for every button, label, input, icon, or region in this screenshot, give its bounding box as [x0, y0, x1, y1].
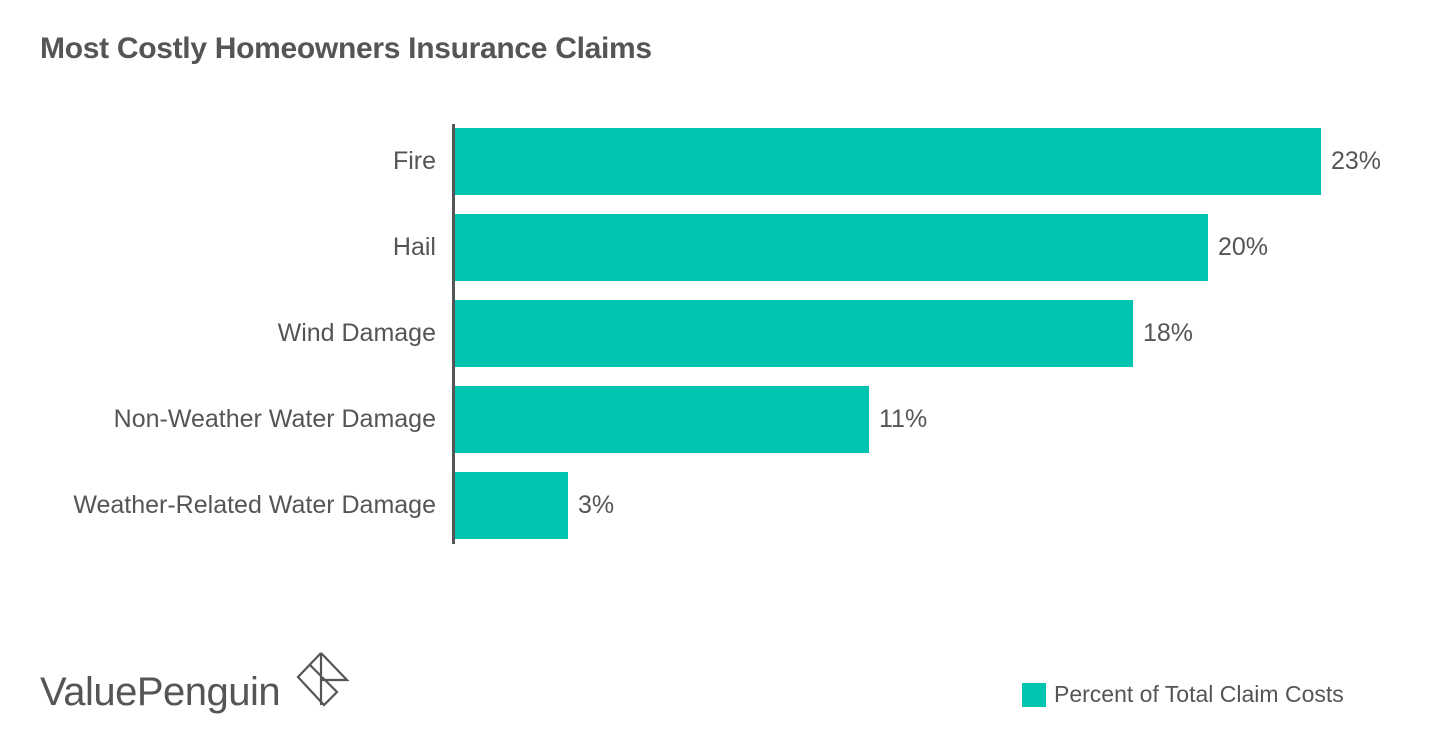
category-label: Wind Damage: [277, 318, 436, 347]
category-label: Hail: [392, 232, 436, 261]
bar: [455, 128, 1321, 195]
bar-value-label: 20%: [1218, 232, 1269, 261]
bar: [455, 214, 1208, 281]
bar-value-label: 23%: [1331, 146, 1382, 175]
legend: Percent of Total Claim Costs: [1022, 681, 1344, 708]
bar-value-label: 3%: [578, 490, 615, 519]
category-label: Non-Weather Water Damage: [113, 404, 436, 433]
brand-logo-text: ValuePenguin: [40, 670, 281, 714]
bar: [455, 300, 1133, 367]
bar: [455, 472, 568, 539]
y-axis-line: [452, 124, 455, 544]
legend-swatch: [1022, 682, 1046, 707]
bar-value-label: 11%: [879, 404, 928, 433]
category-label: Weather-Related Water Damage: [73, 490, 436, 519]
category-label: Fire: [392, 146, 436, 175]
bar: [455, 386, 869, 453]
chart-title: Most Costly Homeowners Insurance Claims: [40, 32, 652, 65]
valuepenguin-diamond-icon: [296, 652, 350, 707]
legend-label: Percent of Total Claim Costs: [1054, 681, 1344, 707]
bar-value-label: 18%: [1143, 318, 1194, 347]
